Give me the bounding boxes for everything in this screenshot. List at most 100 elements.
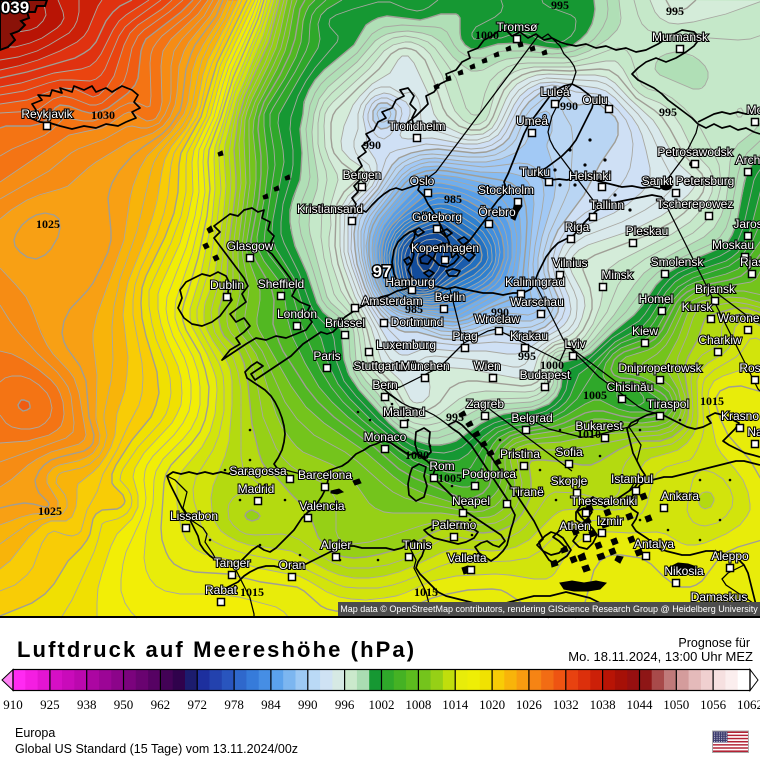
svg-text:Umeå: Umeå <box>516 114 548 128</box>
svg-text:97: 97 <box>373 262 392 281</box>
svg-text:1005: 1005 <box>438 471 462 485</box>
svg-text:Bergen: Bergen <box>343 168 382 182</box>
svg-text:1030: 1030 <box>91 108 115 122</box>
svg-text:Dortmund: Dortmund <box>391 315 444 329</box>
svg-text:Mo: Mo <box>747 103 760 117</box>
svg-text:Sankt Petersburg: Sankt Petersburg <box>642 174 735 188</box>
svg-text:1015: 1015 <box>700 394 724 408</box>
svg-text:950: 950 <box>114 697 134 712</box>
svg-text:Zagreb: Zagreb <box>466 397 504 411</box>
svg-text:Glasgow: Glasgow <box>227 239 274 253</box>
svg-text:1000: 1000 <box>405 448 429 462</box>
svg-text:Tromsø: Tromsø <box>497 20 539 34</box>
svg-text:Moskau: Moskau <box>712 238 754 252</box>
svg-text:Paris: Paris <box>313 349 340 363</box>
svg-text:Turku: Turku <box>520 165 550 179</box>
svg-text:1020: 1020 <box>479 697 505 712</box>
svg-text:Reykjavik: Reykjavik <box>21 107 73 121</box>
svg-text:1025: 1025 <box>36 217 60 231</box>
svg-text:Kopenhagen: Kopenhagen <box>411 241 479 255</box>
svg-text:985: 985 <box>405 302 423 316</box>
svg-text:Kursk: Kursk <box>682 300 714 314</box>
svg-text:039: 039 <box>1 0 29 17</box>
svg-text:Istanbul: Istanbul <box>611 472 653 486</box>
svg-text:925: 925 <box>40 697 60 712</box>
svg-text:995: 995 <box>518 349 536 363</box>
svg-text:Örebro: Örebro <box>478 205 516 219</box>
svg-text:Oran: Oran <box>279 558 306 572</box>
svg-text:Madrid: Madrid <box>238 482 275 496</box>
svg-text:990: 990 <box>298 697 318 712</box>
svg-text:985: 985 <box>444 192 462 206</box>
svg-text:Belgrad: Belgrad <box>511 411 552 425</box>
svg-text:Bukarest: Bukarest <box>575 419 623 433</box>
svg-text:London: London <box>277 307 317 321</box>
svg-text:Rabat: Rabat <box>205 583 238 597</box>
svg-text:1002: 1002 <box>369 697 395 712</box>
svg-text:Tallinn: Tallinn <box>590 198 624 212</box>
svg-text:1025: 1025 <box>38 504 62 518</box>
svg-text:Charkiw: Charkiw <box>698 333 742 347</box>
svg-text:Sofia: Sofia <box>555 445 583 459</box>
svg-text:910: 910 <box>3 697 23 712</box>
svg-text:München: München <box>400 359 449 373</box>
svg-text:Kaliningrad: Kaliningrad <box>505 275 565 289</box>
svg-text:1000: 1000 <box>540 358 564 372</box>
svg-text:1056: 1056 <box>700 697 727 712</box>
svg-text:1062: 1062 <box>737 697 760 712</box>
svg-text:Tunis: Tunis <box>403 538 432 552</box>
svg-text:Jaros: Jaros <box>733 217 760 231</box>
svg-text:978: 978 <box>224 697 244 712</box>
svg-text:Rom: Rom <box>429 459 454 473</box>
svg-text:Na: Na <box>747 425 760 439</box>
svg-text:996: 996 <box>335 697 355 712</box>
svg-text:984: 984 <box>261 697 281 712</box>
svg-text:Pristina: Pristina <box>500 447 540 461</box>
svg-text:Rosto: Rosto <box>739 361 760 375</box>
svg-text:1014: 1014 <box>442 697 469 712</box>
svg-text:Rjas: Rjas <box>740 255 760 269</box>
svg-text:Palermo: Palermo <box>432 518 477 532</box>
svg-text:Amsterdam: Amsterdam <box>361 294 422 308</box>
svg-text:Petrosawodsk: Petrosawodsk <box>657 145 733 159</box>
svg-text:1015: 1015 <box>240 585 264 599</box>
svg-text:Tanger: Tanger <box>214 556 251 570</box>
svg-text:Neapel: Neapel <box>452 494 490 508</box>
svg-text:1038: 1038 <box>590 697 616 712</box>
svg-text:Monaco: Monaco <box>364 430 407 444</box>
svg-text:Luxemburg: Luxemburg <box>376 338 436 352</box>
svg-text:Minsk: Minsk <box>601 268 633 282</box>
svg-text:1000: 1000 <box>475 28 499 42</box>
svg-text:Valletta: Valletta <box>447 551 486 565</box>
svg-text:Stockholm: Stockholm <box>478 183 534 197</box>
svg-text:Kristiansand: Kristiansand <box>297 202 363 216</box>
svg-text:Lissabon: Lissabon <box>170 509 218 523</box>
svg-text:Helsinki: Helsinki <box>569 169 611 183</box>
svg-text:995: 995 <box>666 4 684 18</box>
svg-text:Athen: Athen <box>559 519 590 533</box>
svg-text:Wroclaw: Wroclaw <box>474 312 520 326</box>
svg-text:990: 990 <box>560 99 578 113</box>
svg-text:Budapest: Budapest <box>520 368 571 382</box>
svg-text:990: 990 <box>491 305 509 319</box>
svg-text:Izmir: Izmir <box>597 514 623 528</box>
svg-text:1026: 1026 <box>516 697 543 712</box>
svg-text:Homel: Homel <box>639 292 674 306</box>
svg-text:Nikosia: Nikosia <box>664 564 704 578</box>
svg-text:Smolensk: Smolensk <box>651 255 705 269</box>
svg-text:1010: 1010 <box>577 427 601 441</box>
svg-text:Antalya: Antalya <box>634 537 674 551</box>
svg-text:Dublin: Dublin <box>210 278 244 292</box>
svg-text:Lviv: Lviv <box>564 337 585 351</box>
svg-text:Woronesch: Woronesch <box>718 311 760 325</box>
svg-text:Stuttgart: Stuttgart <box>353 359 399 373</box>
svg-text:Skopje: Skopje <box>551 474 588 488</box>
svg-text:Barcelona: Barcelona <box>298 468 352 482</box>
svg-text:Algier: Algier <box>321 538 352 552</box>
svg-text:Krasno: Krasno <box>721 409 759 423</box>
svg-text:1050: 1050 <box>663 697 689 712</box>
svg-text:Kiew: Kiew <box>632 324 658 338</box>
svg-text:Damaskus: Damaskus <box>691 590 748 604</box>
svg-text:Göteborg: Göteborg <box>412 210 462 224</box>
svg-text:Warschau: Warschau <box>510 295 564 309</box>
